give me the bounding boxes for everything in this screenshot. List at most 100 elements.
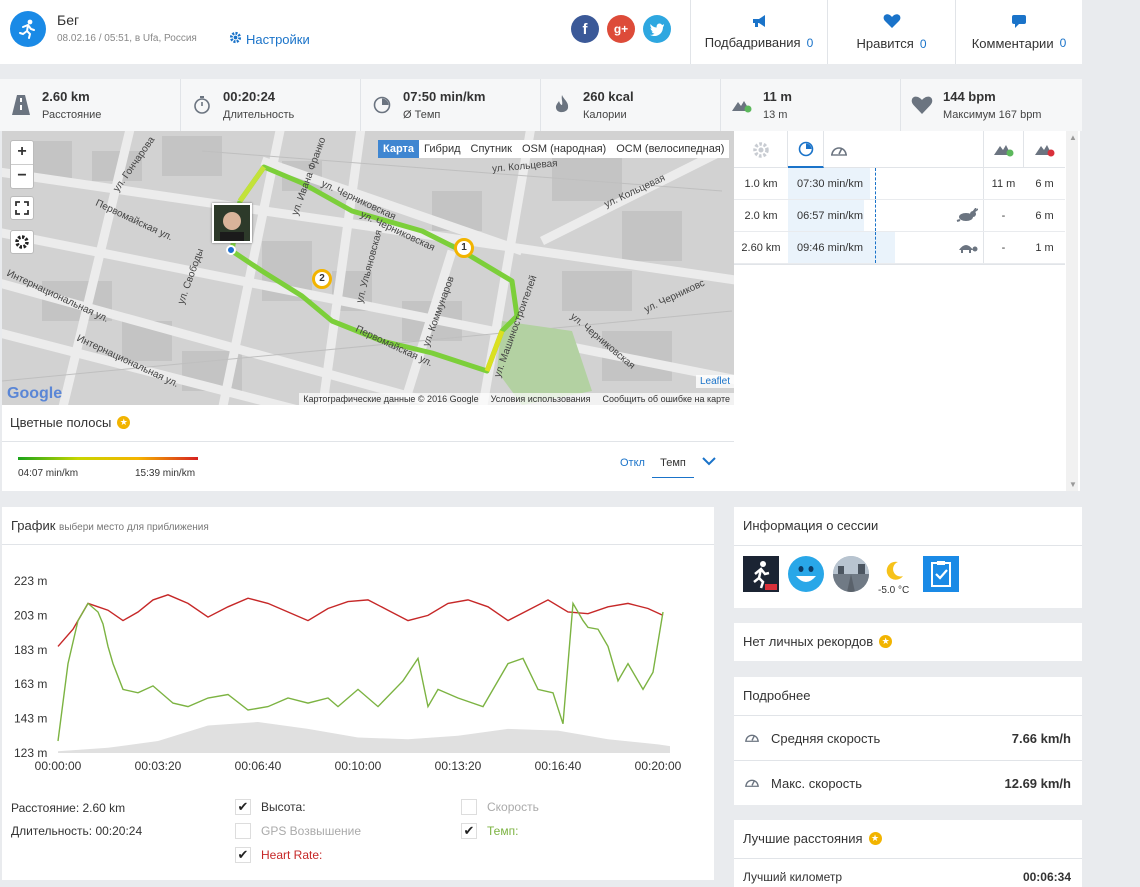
legend-speed[interactable]: Скорость bbox=[461, 799, 539, 815]
twitter-icon bbox=[650, 23, 664, 36]
legend-altitude[interactable]: ✔ Высота: bbox=[235, 799, 306, 815]
user-avatar-marker[interactable] bbox=[212, 203, 252, 243]
stat-label: Калории bbox=[583, 109, 627, 121]
flame-icon bbox=[551, 94, 573, 116]
stat-duration: 00:20:24 Длительность bbox=[181, 79, 361, 131]
session-info-panel: Информация о сессии -5.0 °C bbox=[734, 507, 1082, 608]
checkbox-gps-elevation[interactable] bbox=[235, 823, 251, 839]
y-tick-label: 203 m bbox=[14, 608, 47, 622]
comment-icon bbox=[1011, 14, 1027, 32]
elevation-gain-icon bbox=[731, 94, 753, 116]
records-title-label: Нет личных рекордов bbox=[743, 634, 874, 649]
legend-gps-elevation[interactable]: GPS Возвышение bbox=[235, 823, 361, 839]
bands-off-button[interactable]: Откл bbox=[620, 457, 645, 469]
fullscreen-button[interactable] bbox=[10, 196, 34, 220]
stat-label: Длительность bbox=[223, 109, 295, 121]
map-type-map[interactable]: Карта bbox=[378, 140, 420, 158]
x-tick-label: 00:10:00 bbox=[335, 759, 382, 773]
detail-label: Макс. скорость bbox=[771, 776, 863, 791]
color-bands-panel: Цветные полосы ★ 04:07 min/km 15:39 min/… bbox=[2, 405, 734, 491]
temperature-value: -5.0 °C bbox=[878, 585, 910, 596]
route-map[interactable]: ул. Гончарова ул. Ивана Франко ул. Черни… bbox=[2, 131, 734, 405]
elevation-loss-icon bbox=[1034, 144, 1054, 156]
cheers-label: Подбадривания bbox=[704, 35, 801, 50]
zoom-out-button[interactable]: − bbox=[17, 167, 27, 184]
gear-icon bbox=[15, 235, 29, 249]
terms-link[interactable]: Условия использования bbox=[490, 394, 591, 404]
splits-tab-speed[interactable] bbox=[824, 131, 854, 168]
split-pace: 09:46 min/km bbox=[797, 242, 864, 254]
x-tick-label: 00:06:40 bbox=[235, 759, 282, 773]
km-marker-1[interactable]: 1 bbox=[454, 238, 474, 258]
star-icon: ★ bbox=[868, 832, 882, 845]
twitter-share-button[interactable] bbox=[643, 15, 671, 43]
map-type-satellite[interactable]: Спутник bbox=[470, 143, 512, 155]
split-row[interactable]: 2.0 km 06:57 min/km - 6 m bbox=[734, 200, 1065, 232]
legend-pace[interactable]: ✔ Темп: bbox=[461, 823, 518, 839]
turtle-icon bbox=[956, 240, 978, 257]
elevation-gain-icon bbox=[993, 144, 1013, 156]
cheers-button[interactable]: Подбадривания 0 bbox=[690, 0, 827, 64]
split-elevation-down: 1 m bbox=[1035, 242, 1054, 254]
checkbox-pace[interactable]: ✔ bbox=[461, 823, 477, 839]
checkbox-speed[interactable] bbox=[461, 799, 477, 815]
map-type-hybrid[interactable]: Гибрид bbox=[424, 143, 461, 155]
facebook-share-button[interactable]: f bbox=[571, 15, 599, 43]
checkbox-heart-rate[interactable]: ✔ bbox=[235, 847, 251, 863]
best-km-label: Лучший километр bbox=[743, 870, 843, 884]
star-icon: ★ bbox=[117, 416, 131, 429]
x-tick-label: 00:13:20 bbox=[435, 759, 482, 773]
splits-scrollbar[interactable]: ▲ ▼ bbox=[1066, 131, 1078, 491]
best-distances-panel: Лучшие расстояния ★ Лучший километр 00:0… bbox=[734, 820, 1082, 887]
google-plus-icon: g+ bbox=[613, 22, 629, 36]
surface-road-icon[interactable] bbox=[833, 556, 869, 592]
cheers-count: 0 bbox=[806, 35, 814, 50]
star-icon: ★ bbox=[879, 635, 893, 648]
leaflet-link[interactable]: Leaflet bbox=[695, 375, 734, 388]
heart-icon bbox=[883, 13, 901, 32]
bands-pace-tab[interactable]: Темп bbox=[652, 449, 694, 478]
zoom-in-button[interactable]: + bbox=[11, 141, 33, 165]
settings-link[interactable]: Настройки bbox=[229, 31, 310, 47]
series-pace-line bbox=[57, 601, 664, 742]
graph-summary-duration: Длительность: 00:20:24 bbox=[11, 824, 143, 838]
splits-settings-button[interactable] bbox=[734, 131, 788, 168]
map-data-credit: Картографические данные © 2016 Google bbox=[303, 394, 479, 404]
split-elevation-up: - bbox=[1001, 242, 1006, 254]
graph-title: График выбери место для приближения bbox=[11, 518, 209, 533]
split-average-line bbox=[875, 232, 876, 263]
notes-clipboard-icon[interactable] bbox=[923, 556, 959, 592]
split-row[interactable]: 1.0 km 07:30 min/km 11 m 6 m bbox=[734, 168, 1065, 200]
zoom-control: + − bbox=[10, 140, 34, 189]
x-tick-label: 00:00:00 bbox=[35, 759, 82, 773]
chevron-down-icon[interactable] bbox=[702, 455, 716, 469]
speedometer-icon bbox=[744, 776, 760, 791]
map-settings-button[interactable] bbox=[10, 230, 34, 254]
google-plus-share-button[interactable]: g+ bbox=[607, 15, 635, 43]
split-elevation-up: - bbox=[1001, 210, 1006, 222]
km-marker-2[interactable]: 2 bbox=[312, 269, 332, 289]
runtastic-pro-app-icon[interactable] bbox=[743, 556, 779, 592]
activity-chart[interactable]: 223 m 203 m 183 m 163 m 143 m 123 m00:00:00 00… bbox=[2, 567, 714, 807]
legend-speed-label: Скорость bbox=[487, 800, 539, 814]
split-pace: 07:30 min/km bbox=[797, 178, 864, 190]
like-button[interactable]: Нравится 0 bbox=[827, 0, 955, 64]
pace-gradient-bar bbox=[18, 457, 198, 460]
details-panel: Подробнее Средняя скорость 7.66 km/h Мак… bbox=[734, 677, 1082, 805]
x-tick-label: 00:20:00 bbox=[635, 759, 682, 773]
report-error-link[interactable]: Сообщить об ошибке на карте bbox=[602, 394, 730, 404]
y-tick-label: 143 m bbox=[14, 712, 47, 726]
split-distance: 2.0 km bbox=[744, 210, 778, 222]
mood-happy-icon[interactable] bbox=[788, 556, 824, 592]
legend-altitude-label: Высота: bbox=[261, 800, 306, 814]
legend-heart-rate[interactable]: ✔ Heart Rate: bbox=[235, 847, 322, 863]
splits-tab-pace[interactable] bbox=[788, 131, 824, 168]
map-type-ocm[interactable]: OCM (велосипедная) bbox=[616, 143, 725, 155]
split-row[interactable]: 2.60 km 09:46 min/km - 1 m bbox=[734, 232, 1065, 264]
checkbox-altitude[interactable]: ✔ bbox=[235, 799, 251, 815]
stat-label: 13 m bbox=[763, 109, 788, 121]
comments-button[interactable]: Комментарии 0 bbox=[955, 0, 1082, 64]
map-type-osm[interactable]: OSM (народная) bbox=[522, 143, 607, 155]
split-elevation-up: 11 m bbox=[991, 178, 1016, 190]
heart-icon bbox=[911, 94, 933, 116]
